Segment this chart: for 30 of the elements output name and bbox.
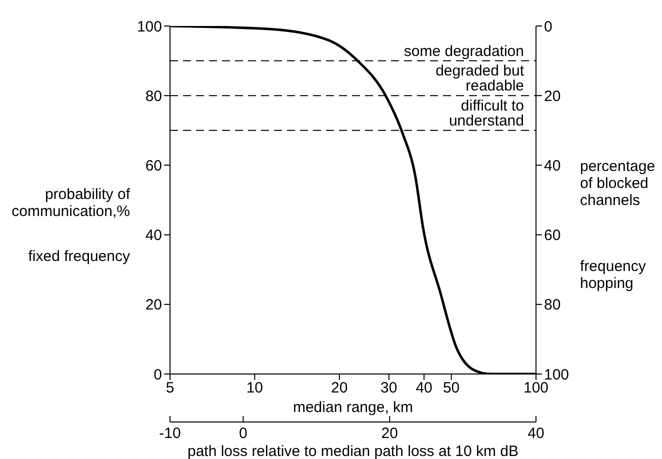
x-tick-label: 50: [442, 380, 460, 397]
text: frequency hopping: [580, 258, 647, 292]
x2-tick-label: 0: [239, 425, 248, 442]
ref-line-label: some degradation: [404, 42, 524, 60]
y2-tick-label: 40: [544, 158, 561, 175]
x-axis-title: median range, km: [292, 399, 414, 416]
x-tick-label: 30: [380, 380, 398, 397]
x2-tick-label: -10: [159, 425, 181, 442]
y2-tick-label: 60: [544, 227, 561, 244]
x2-tick-label: 40: [528, 425, 544, 442]
y-tick-label: 20: [145, 296, 162, 314]
y-tick-label: 40: [145, 227, 162, 244]
ref-line-label: difficult to understand: [448, 97, 524, 130]
x2-axis-title: path loss relative to median path loss at 10 km dB: [187, 443, 519, 459]
x-tick-label: 20: [331, 380, 348, 397]
x-tick-label: 5: [166, 380, 174, 397]
y-axis-title: probability of communication,%: [10, 186, 130, 220]
text: fixed frequency: [27, 248, 130, 265]
x-tick-label: 40: [416, 380, 432, 397]
y2-tick-label: 20: [544, 88, 561, 105]
y2-axis-title: percentage of blocked channels: [580, 158, 656, 209]
ref-line-label: degraded but readable: [436, 62, 525, 95]
y2-tick-label: 0: [544, 18, 552, 36]
y-tick-label: 80: [145, 88, 162, 105]
x2-tick-label: 20: [381, 425, 398, 442]
y-tick-label: 60: [145, 158, 162, 175]
y-tick-label: 100: [136, 18, 162, 36]
x-tick-label: 10: [246, 380, 264, 397]
y2-tick-label: 80: [544, 296, 561, 314]
y-tick-label: 0: [154, 366, 162, 384]
